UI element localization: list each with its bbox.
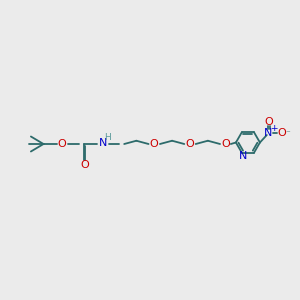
Text: N: N (239, 151, 247, 161)
Text: O: O (221, 139, 230, 149)
Text: N: N (98, 137, 107, 148)
Text: +: + (271, 124, 278, 133)
Text: H: H (104, 134, 110, 142)
Text: N: N (264, 128, 272, 139)
Text: O: O (80, 160, 89, 170)
Text: O: O (185, 139, 194, 149)
Text: O: O (264, 117, 273, 127)
Text: O: O (277, 128, 286, 139)
Text: ⁻: ⁻ (285, 129, 290, 138)
Text: O: O (58, 139, 67, 149)
Text: O: O (150, 139, 158, 149)
